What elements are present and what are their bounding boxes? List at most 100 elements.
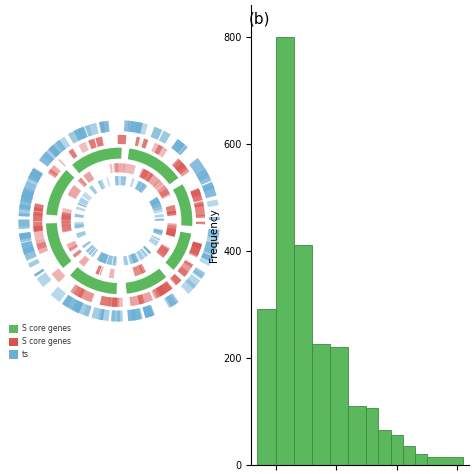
Wedge shape [20,202,31,206]
Wedge shape [23,182,36,193]
Wedge shape [89,185,98,194]
Wedge shape [20,199,32,204]
Wedge shape [159,188,170,198]
Wedge shape [153,288,161,298]
Wedge shape [73,249,82,258]
Wedge shape [28,168,43,182]
Wedge shape [22,190,34,197]
Wedge shape [152,205,162,210]
Wedge shape [48,147,58,157]
Bar [294,246,312,465]
Wedge shape [78,142,89,153]
Wedge shape [190,188,201,198]
Wedge shape [157,185,168,195]
Wedge shape [193,268,205,278]
Wedge shape [172,158,186,172]
Wedge shape [185,274,200,289]
Wedge shape [28,259,40,268]
Text: S core genes: S core genes [22,337,71,346]
Wedge shape [153,207,163,214]
Wedge shape [19,232,31,239]
Wedge shape [76,302,83,313]
Wedge shape [66,241,78,251]
Wedge shape [153,228,163,234]
Wedge shape [69,245,78,252]
Wedge shape [109,269,115,278]
Wedge shape [111,310,115,321]
Wedge shape [208,229,219,238]
Wedge shape [98,253,105,262]
Wedge shape [18,220,30,229]
Wedge shape [149,197,160,206]
Wedge shape [115,176,117,185]
Bar [378,430,391,465]
Wedge shape [32,167,43,177]
Wedge shape [117,281,127,296]
Wedge shape [192,270,203,279]
Text: ts: ts [22,350,29,359]
Wedge shape [177,266,188,277]
Wedge shape [116,176,118,185]
Wedge shape [123,256,128,265]
Wedge shape [65,164,80,179]
Wedge shape [173,160,188,174]
Wedge shape [52,268,65,283]
Wedge shape [49,145,60,156]
Wedge shape [112,256,117,265]
Bar [275,37,294,465]
Wedge shape [165,294,177,307]
Wedge shape [121,146,129,161]
Wedge shape [100,296,110,306]
Wedge shape [112,298,123,307]
Wedge shape [130,121,143,134]
Wedge shape [35,238,48,254]
Wedge shape [100,309,105,320]
Wedge shape [28,175,39,183]
Wedge shape [46,148,192,294]
Wedge shape [129,295,141,306]
Wedge shape [139,183,145,192]
Wedge shape [169,293,179,305]
Wedge shape [178,260,193,276]
Wedge shape [74,127,88,140]
Wedge shape [62,208,72,220]
Wedge shape [170,274,182,286]
Wedge shape [78,178,87,187]
Wedge shape [51,287,66,302]
Wedge shape [71,300,83,313]
Wedge shape [133,308,142,320]
Wedge shape [202,248,215,258]
Wedge shape [78,288,94,302]
Wedge shape [191,190,201,196]
Wedge shape [68,298,82,313]
Wedge shape [62,218,71,227]
Wedge shape [100,266,104,275]
Wedge shape [100,121,105,133]
Wedge shape [70,284,85,298]
Wedge shape [160,191,171,199]
Wedge shape [113,163,118,173]
Wedge shape [135,137,140,146]
Wedge shape [62,295,73,308]
Wedge shape [190,188,202,202]
Wedge shape [74,224,84,228]
Wedge shape [155,145,163,155]
Y-axis label: Frequency: Frequency [209,208,219,262]
Wedge shape [156,183,165,192]
Wedge shape [151,200,161,208]
Wedge shape [30,168,43,180]
Wedge shape [91,249,98,257]
Wedge shape [48,169,58,178]
Wedge shape [134,308,143,320]
Wedge shape [88,138,97,149]
Wedge shape [128,121,132,132]
Bar [312,344,330,465]
Wedge shape [39,152,54,167]
Wedge shape [117,310,123,321]
Wedge shape [115,163,126,173]
Wedge shape [184,260,193,267]
Wedge shape [43,148,58,163]
Wedge shape [179,146,188,155]
Wedge shape [131,253,139,263]
Wedge shape [78,197,89,206]
